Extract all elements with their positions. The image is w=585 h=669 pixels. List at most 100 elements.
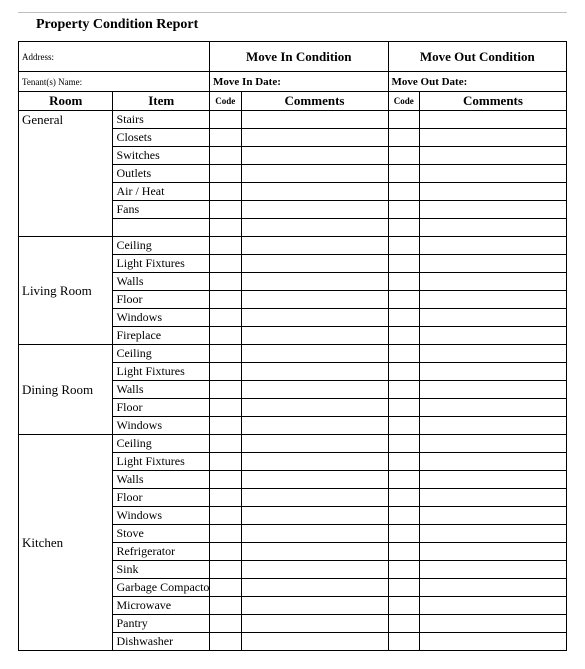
comments-cell [419, 489, 566, 507]
code-cell [210, 273, 241, 291]
comments-cell [419, 129, 566, 147]
code-cell [388, 471, 419, 489]
col-room: Room [19, 92, 113, 111]
move-out-date-label: Move Out Date: [388, 72, 567, 92]
item-cell: Refrigerator [113, 543, 210, 561]
comments-cell [241, 147, 388, 165]
comments-cell [419, 453, 566, 471]
code-cell [210, 453, 241, 471]
comments-cell [419, 183, 566, 201]
item-cell: Garbage Compactor [113, 579, 210, 597]
code-cell [210, 525, 241, 543]
comments-cell [419, 111, 566, 129]
item-cell: Closets [113, 129, 210, 147]
code-cell [210, 345, 241, 363]
comments-cell [419, 561, 566, 579]
code-cell [388, 165, 419, 183]
item-cell [113, 219, 210, 237]
item-cell: Floor [113, 399, 210, 417]
item-cell: Windows [113, 507, 210, 525]
col-item: Item [113, 92, 210, 111]
report-table: Address:Move In ConditionMove Out Condit… [18, 41, 567, 651]
comments-cell [419, 165, 566, 183]
comments-cell [419, 237, 566, 255]
code-cell [210, 543, 241, 561]
item-cell: Light Fixtures [113, 255, 210, 273]
item-cell: Windows [113, 417, 210, 435]
code-cell [210, 507, 241, 525]
comments-cell [241, 363, 388, 381]
item-cell: Floor [113, 291, 210, 309]
top-rule [18, 12, 567, 13]
comments-cell [419, 345, 566, 363]
comments-cell [241, 435, 388, 453]
comments-cell [241, 453, 388, 471]
code-cell [210, 579, 241, 597]
code-cell [388, 327, 419, 345]
comments-cell [419, 273, 566, 291]
move-in-header: Move In Condition [210, 42, 388, 72]
comments-cell [419, 543, 566, 561]
item-cell: Stove [113, 525, 210, 543]
comments-cell [241, 633, 388, 651]
address-label: Address: [19, 42, 210, 72]
code-cell [210, 309, 241, 327]
item-cell: Walls [113, 381, 210, 399]
comments-cell [241, 309, 388, 327]
comments-cell [241, 471, 388, 489]
comments-cell [419, 147, 566, 165]
comments-cell [419, 579, 566, 597]
code-cell [388, 633, 419, 651]
code-cell [210, 363, 241, 381]
table-row: KitchenCeiling [19, 435, 567, 453]
comments-cell [419, 201, 566, 219]
code-cell [210, 471, 241, 489]
code-cell [210, 129, 241, 147]
code-cell [388, 345, 419, 363]
move-out-header: Move Out Condition [388, 42, 567, 72]
comments-cell [241, 543, 388, 561]
code-cell [210, 399, 241, 417]
comments-cell [241, 255, 388, 273]
item-cell: Light Fixtures [113, 363, 210, 381]
comments-cell [419, 435, 566, 453]
code-cell [388, 255, 419, 273]
comments-cell [241, 291, 388, 309]
comments-cell [419, 507, 566, 525]
table-row: Dining RoomCeiling [19, 345, 567, 363]
room-cell: Living Room [19, 237, 113, 345]
code-cell [388, 561, 419, 579]
code-cell [210, 165, 241, 183]
code-cell [388, 201, 419, 219]
comments-cell [419, 381, 566, 399]
code-cell [210, 633, 241, 651]
item-cell: Floor [113, 489, 210, 507]
report-title: Property Condition Report [36, 17, 567, 33]
code-cell [388, 129, 419, 147]
item-cell: Sink [113, 561, 210, 579]
item-cell: Switches [113, 147, 210, 165]
code-cell [388, 147, 419, 165]
item-cell: Air / Heat [113, 183, 210, 201]
code-cell [210, 183, 241, 201]
code-cell [388, 183, 419, 201]
comments-cell [419, 255, 566, 273]
comments-cell [419, 363, 566, 381]
comments-cell [241, 417, 388, 435]
comments-cell [419, 309, 566, 327]
table-row: GeneralStairs [19, 111, 567, 129]
code-cell [210, 489, 241, 507]
code-cell [388, 543, 419, 561]
item-cell: Dishwasher [113, 633, 210, 651]
comments-cell [241, 345, 388, 363]
col-code-out: Code [388, 92, 419, 111]
code-cell [388, 309, 419, 327]
comments-cell [241, 597, 388, 615]
room-cell: Kitchen [19, 435, 113, 651]
code-cell [210, 417, 241, 435]
item-cell: Ceiling [113, 237, 210, 255]
col-code-in: Code [210, 92, 241, 111]
comments-cell [241, 183, 388, 201]
code-cell [388, 111, 419, 129]
comments-cell [419, 219, 566, 237]
